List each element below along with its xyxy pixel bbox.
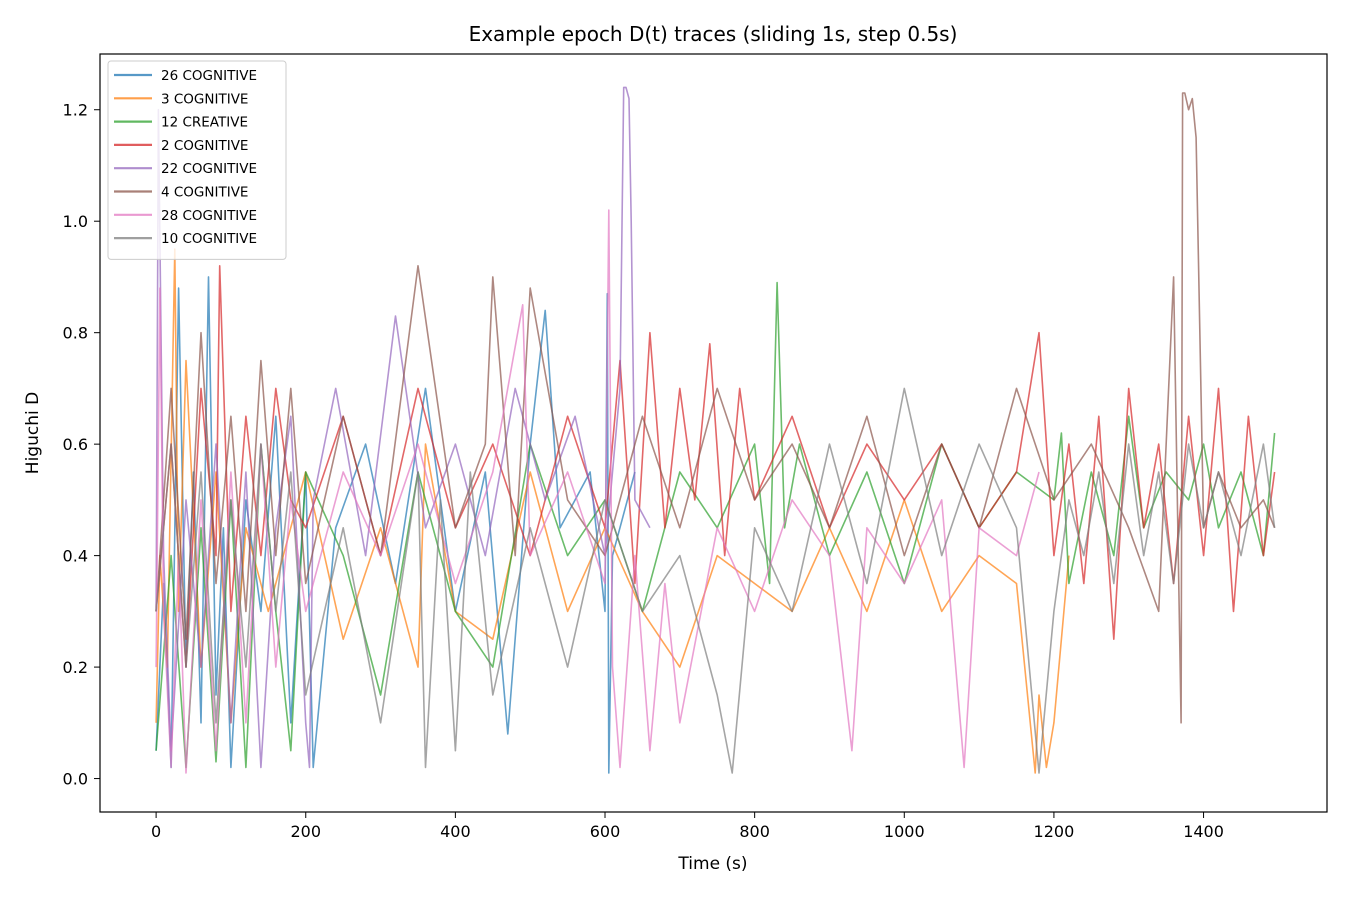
x-tick-label: 800: [739, 822, 770, 841]
x-tick-label: 200: [290, 822, 321, 841]
x-tick-label: 1200: [1034, 822, 1075, 841]
y-tick-label: 1.0: [63, 212, 88, 231]
y-axis: 0.0 0.2 0.4 0.6 0.8 1.0 1.2: [63, 101, 100, 789]
legend-box: [107, 60, 287, 260]
x-tick-label: 1000: [884, 822, 925, 841]
legend-label: 12 CREATIVE: [161, 115, 248, 131]
series-line-8: [155, 387, 1276, 774]
x-tick-label: 1400: [1183, 822, 1224, 841]
y-tick-label: 0.0: [63, 770, 88, 789]
chart-title: Example epoch D(t) traces (sliding 1s, s…: [469, 22, 958, 46]
legend-label: 3 COGNITIVE: [161, 91, 248, 107]
x-axis-label: Time (s): [677, 854, 747, 874]
x-tick-label: 600: [590, 822, 621, 841]
legend: 26 COGNITIVE 3 COGNITIVE 12 CREATIVE 2 COGN…: [107, 60, 287, 260]
plot-frame: [99, 53, 1328, 813]
x-axis: 0 200 400 600 800 1000 1200 1400: [151, 812, 1224, 841]
legend-label: 26 COGNITIVE: [161, 68, 257, 84]
plot-area: [155, 86, 1276, 774]
series-line-5: [155, 86, 651, 769]
series-line-7: [155, 209, 1040, 774]
legend-label: 22 COGNITIVE: [161, 161, 257, 177]
y-tick-label: 0.2: [63, 658, 88, 677]
y-tick-label: 0.4: [63, 547, 88, 566]
y-tick-label: 1.2: [63, 101, 88, 120]
legend-label: 2 COGNITIVE: [161, 138, 248, 154]
legend-label: 10 COGNITIVE: [161, 231, 257, 247]
x-tick-label: 400: [440, 822, 471, 841]
legend-label: 28 COGNITIVE: [161, 208, 257, 224]
y-tick-label: 0.6: [63, 435, 88, 454]
y-axis-label: Higuchi D: [23, 392, 43, 474]
series-line-4: [155, 264, 1276, 668]
y-tick-label: 0.8: [63, 324, 88, 343]
series-line-6: [155, 92, 1276, 724]
legend-label: 4 COGNITIVE: [161, 185, 248, 201]
x-tick-label: 0: [151, 822, 161, 841]
